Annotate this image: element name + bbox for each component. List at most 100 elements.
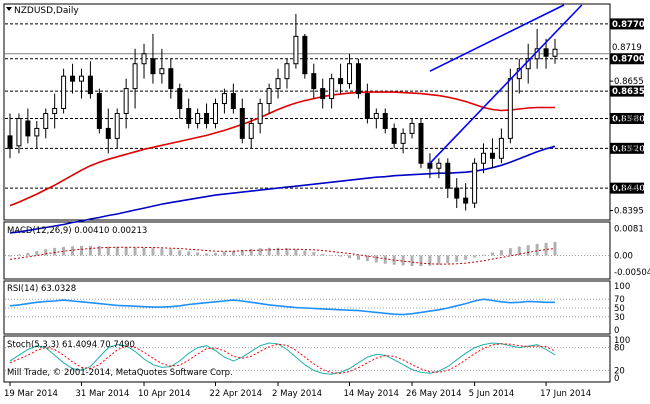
candle-body [230,93,236,110]
candle [275,68,281,99]
candle [293,13,299,69]
candle-body [329,78,335,100]
candle [221,88,227,114]
candle [373,108,379,129]
candle [87,61,93,99]
macd-histogram-bar [285,248,289,256]
candle-body [25,120,31,137]
macd-histogram-bar [151,248,155,256]
date-axis-label: 5 Jun 2014 [469,389,515,399]
candle-body [507,78,513,139]
candle [463,183,469,211]
rsi-axis-label: 30 [614,313,625,323]
candle-body [338,78,344,85]
candle [454,178,460,209]
stoch-axis-label: 0 [614,374,619,384]
macd-histogram-bar [71,246,75,256]
candle-body [257,103,263,124]
candle [43,108,49,139]
candle [195,108,201,129]
macd-histogram-bar [17,254,21,256]
candle-body [159,68,165,75]
candle [472,158,478,209]
macd-histogram-bar [499,250,503,256]
candle [168,58,174,99]
macd-histogram-bar [267,247,271,256]
rsi-line [9,298,555,316]
candle [52,93,58,129]
candle [141,43,147,79]
candle-body [373,112,379,119]
candle-body [150,58,156,75]
macd-histogram-bar [88,245,92,256]
candle [445,158,451,199]
candle-body [96,93,102,129]
candle [355,58,361,99]
candle-body [543,48,549,57]
rsi-axis-label: 0 [614,326,619,336]
macd-histogram-bar [142,247,146,256]
candle [409,118,415,139]
macd-histogram-bar [160,248,164,256]
macd-histogram-bar [169,249,173,256]
macd-signal-line [9,246,556,265]
rsi-pane[interactable] [3,280,611,335]
candle-body [266,88,272,105]
candle-body [34,127,40,137]
candle-body [489,152,495,159]
macd-histogram-bar [383,255,387,264]
candle [320,78,326,109]
macd-histogram-bar [44,249,48,256]
candle [257,98,263,134]
candle-body [347,63,353,85]
candle-body [105,127,111,139]
candle [516,58,522,94]
macd-histogram-bar [410,255,414,267]
candle [418,118,424,169]
candle [177,83,183,119]
candle-body [364,93,370,119]
macd-histogram-bar [419,255,423,267]
macd-histogram-bar [321,253,325,256]
price-axis-label: 0.8395 [614,207,644,217]
candle-body [141,53,147,65]
rsi-axis-label: 100 [614,282,630,292]
rsi-axis-label: 50 [614,304,625,314]
macd-histogram-bar [312,252,316,256]
candle-body [400,132,406,144]
stoch-axis-label: 80 [614,344,625,354]
candle [7,113,13,159]
candle-body [320,88,326,100]
macd-histogram-bar [62,246,66,256]
candle-body [248,122,254,139]
price-level-label: 0.8700 [612,55,645,65]
candle-body [43,112,49,129]
macd-histogram-bar [106,246,110,256]
candle-body [52,108,58,114]
candle [364,83,370,124]
candle-body [498,137,504,159]
stoch-pane[interactable] [3,335,611,383]
candle-body [293,35,299,65]
symbol-title-text: NZDUSD,Daily [14,6,79,16]
ma-fast-line [9,91,555,207]
candle-body [454,187,460,199]
macd-histogram-bar [446,255,450,264]
macd-histogram-bar [455,255,459,262]
price-level-label: 0.8770 [612,20,645,30]
candle [34,120,40,149]
macd-pane[interactable] [3,221,611,280]
macd-axis-label: -0.00504 [614,268,650,278]
candle [489,138,495,169]
price-level-label: 0.8580 [612,114,645,124]
candle [212,98,218,129]
price-level-badge-bg [610,182,644,194]
candle [481,143,487,174]
candle [534,28,540,69]
macd-histogram-bar [35,251,39,256]
macd-histogram-bar [473,255,477,258]
candle-body [409,122,415,134]
price-level-badge: 0.8580 [610,112,645,124]
price-pane[interactable] [3,3,611,221]
